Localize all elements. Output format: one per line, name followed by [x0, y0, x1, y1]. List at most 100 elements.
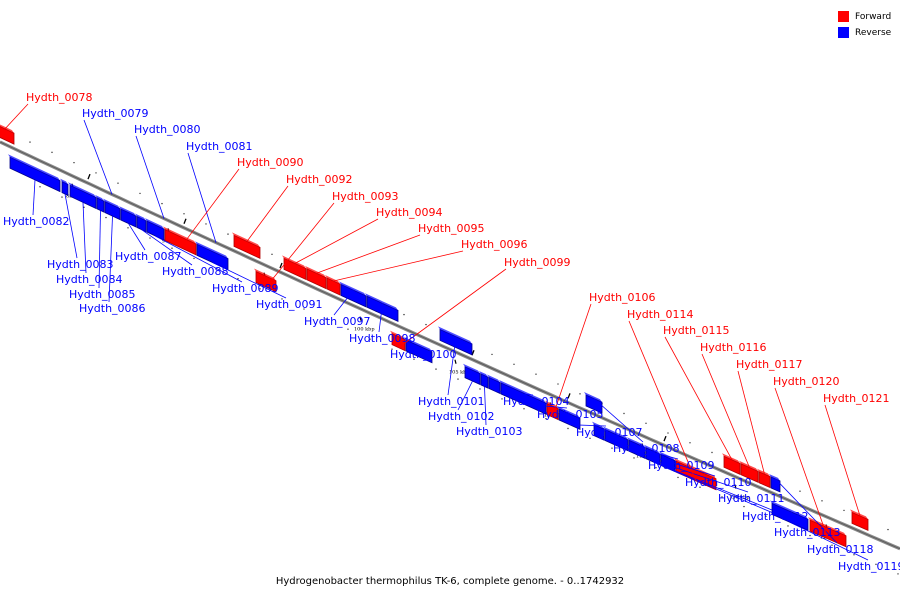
gene-label-hydth-0111[interactable]: Hydth_0111	[718, 492, 785, 505]
gene-bevel	[557, 405, 580, 419]
leader-line	[128, 223, 146, 251]
gene-hydth-0098[interactable]	[366, 295, 399, 323]
gene-hydth-0095[interactable]	[306, 268, 327, 290]
gene-label-hydth-0097[interactable]: Hydth_0097	[304, 315, 371, 328]
gene-label-hydth-0094[interactable]: Hydth_0094	[376, 206, 443, 219]
inner-dot	[523, 408, 525, 410]
outer-dot	[51, 151, 53, 154]
gene-label-hydth-0110[interactable]: Hydth_0110	[685, 476, 752, 489]
leader-line	[246, 185, 289, 242]
gene-label-hydth-0086[interactable]: Hydth_0086	[79, 302, 146, 315]
gene-label-hydth-0099[interactable]: Hydth_0099	[504, 256, 571, 269]
leader-line	[552, 303, 592, 418]
gene-hydth-0084[interactable]	[69, 184, 97, 210]
gene-hydth-0101[interactable]	[439, 328, 473, 356]
inner-dot	[237, 278, 239, 280]
gene-hydth-0100[interactable]	[405, 339, 433, 364]
gene-hydth-0078[interactable]	[0, 125, 15, 145]
gene-label-hydth-0115[interactable]: Hydth_0115	[663, 324, 730, 337]
gene-label-hydth-0082[interactable]: Hydth_0082	[3, 215, 70, 228]
inner-dot	[589, 437, 591, 440]
leader-line	[824, 404, 861, 517]
gene-hydth-0089[interactable]	[146, 220, 165, 241]
gene-label-hydth-0079[interactable]: Hydth_0079	[82, 107, 149, 120]
gene-label-hydth-0106[interactable]: Hydth_0106	[589, 291, 656, 304]
gene-hydth-0111[interactable]	[628, 439, 646, 459]
gene-hydth-0116[interactable]	[740, 463, 759, 483]
leader-line	[484, 386, 487, 426]
gene-label-hydth-0108[interactable]: Hydth_0108	[613, 442, 680, 455]
reverse-swatch	[838, 27, 849, 38]
legend: Forward Reverse	[838, 9, 891, 41]
gene-bevel	[770, 500, 808, 520]
gene-label-hydth-0105[interactable]: Hydth_0105	[537, 408, 604, 421]
gene-hydth-0082[interactable]	[9, 156, 61, 193]
gene-label-hydth-0107[interactable]: Hydth_0107	[576, 426, 643, 439]
gene-label-hydth-0113[interactable]: Hydth_0113	[774, 526, 841, 539]
gene-hydth-0121[interactable]	[851, 511, 869, 532]
gene-label-hydth-0119[interactable]: Hydth_0119	[838, 560, 900, 573]
leader-line	[333, 289, 354, 316]
gene-hydth-0097[interactable]	[340, 283, 367, 308]
leader-line	[667, 468, 805, 527]
gene-label-hydth-0088[interactable]: Hydth_0088	[162, 265, 229, 278]
gene-hydth-0090[interactable]	[164, 228, 197, 256]
gene-bevel	[163, 226, 196, 244]
gene-label-hydth-0121[interactable]: Hydth_0121	[823, 392, 890, 405]
gene-label-hydth-0090[interactable]: Hydth_0090	[237, 156, 304, 169]
gene-label-hydth-0101[interactable]: Hydth_0101	[418, 395, 485, 408]
gene-hydth-0099[interactable]	[391, 333, 406, 352]
leader-line	[378, 303, 383, 333]
gene-hydth-0096[interactable]	[326, 277, 341, 296]
outer-dot	[821, 500, 823, 502]
leader-line	[774, 387, 829, 540]
inner-dot	[347, 328, 349, 330]
gene-label-hydth-0095[interactable]: Hydth_0095	[418, 222, 485, 235]
gene-label-hydth-0085[interactable]: Hydth_0085	[69, 288, 136, 301]
leader-line	[135, 135, 165, 219]
gene-label-hydth-0093[interactable]: Hydth_0093	[332, 190, 399, 203]
gene-label-hydth-0117[interactable]: Hydth_0117	[736, 358, 803, 371]
gene-hydth-0085[interactable]	[96, 197, 105, 213]
gene-label-hydth-0081[interactable]: Hydth_0081	[186, 140, 253, 153]
gene-label-hydth-0112[interactable]: Hydth_0112	[742, 510, 809, 523]
gene-label-hydth-0084[interactable]: Hydth_0084	[56, 273, 123, 286]
gene-label-hydth-0080[interactable]: Hydth_0080	[134, 123, 201, 136]
leader-line	[664, 336, 733, 461]
gene-label-hydth-0078[interactable]: Hydth_0078	[26, 91, 93, 104]
gene-hydth-0087[interactable]	[120, 208, 137, 228]
inner-dot	[193, 257, 195, 260]
gene-label-hydth-0118[interactable]: Hydth_0118	[807, 543, 874, 556]
gene-label-hydth-0109[interactable]: Hydth_0109	[648, 459, 715, 472]
gene-label-hydth-0120[interactable]: Hydth_0120	[773, 375, 840, 388]
inner-dot	[325, 318, 327, 320]
gene-bevel	[325, 275, 340, 284]
outer-dot	[403, 313, 405, 316]
gene-hydth-0092[interactable]	[233, 234, 261, 259]
gene-label-hydth-0102[interactable]: Hydth_0102	[428, 410, 495, 423]
inner-dot	[765, 515, 767, 517]
leader-line	[108, 216, 113, 303]
gene-label-hydth-0092[interactable]: Hydth_0092	[286, 173, 353, 186]
gene-hydth-0109[interactable]	[593, 424, 605, 441]
gene-label-hydth-0103[interactable]: Hydth_0103	[456, 425, 523, 438]
gene-bevel	[145, 218, 164, 230]
leader-line	[64, 193, 78, 259]
gene-hydth-0102[interactable]	[464, 366, 481, 386]
gene-hydth-0115[interactable]	[723, 455, 741, 475]
gene-label-hydth-0104[interactable]: Hydth_0104	[503, 395, 570, 408]
gene-label-hydth-0091[interactable]: Hydth_0091	[256, 298, 323, 311]
gene-label-hydth-0100[interactable]: Hydth_0100	[390, 348, 457, 361]
outer-dot	[513, 363, 515, 365]
gene-label-hydth-0114[interactable]: Hydth_0114	[627, 308, 694, 321]
leader-line	[701, 353, 750, 468]
gene-label-hydth-0098[interactable]: Hydth_0098	[349, 332, 416, 345]
gene-label-hydth-0089[interactable]: Hydth_0089	[212, 282, 279, 295]
gene-hydth-0117[interactable]	[758, 471, 771, 489]
gene-label-hydth-0116[interactable]: Hydth_0116	[700, 341, 767, 354]
gene-label-hydth-0096[interactable]: Hydth_0096	[461, 238, 528, 251]
gene-label-hydth-0087[interactable]: Hydth_0087	[115, 250, 182, 263]
gene-label-hydth-0083[interactable]: Hydth_0083	[47, 258, 114, 271]
leader-line	[4, 103, 29, 130]
leader-line	[494, 390, 534, 396]
